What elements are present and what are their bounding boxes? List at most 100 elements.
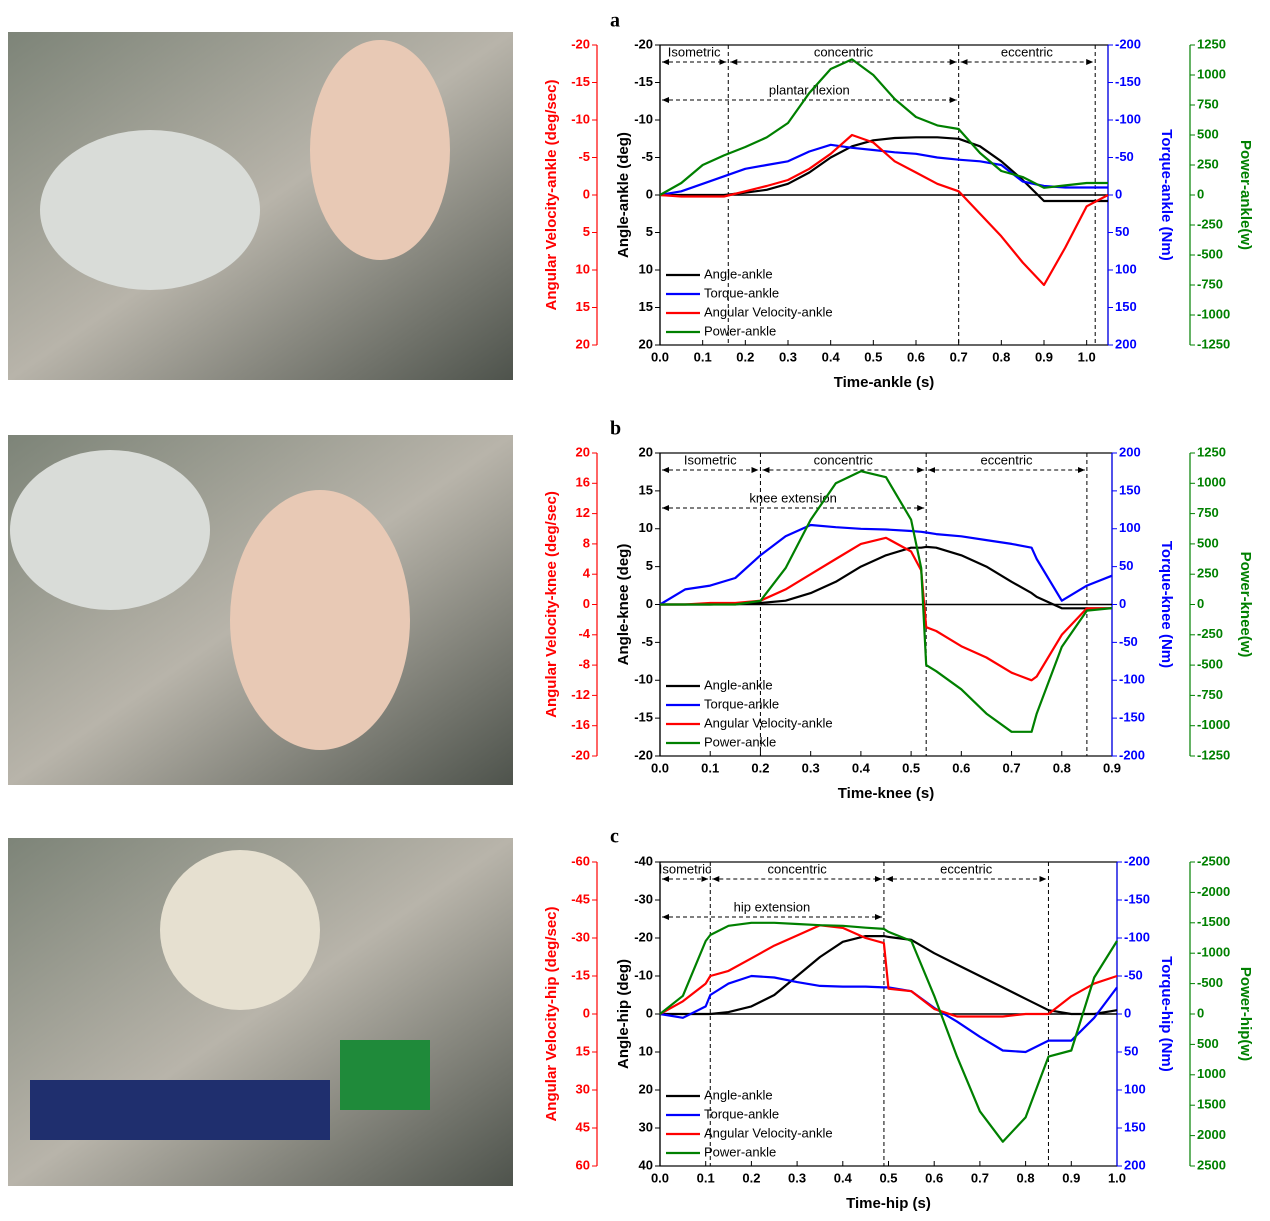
- y-tick-label: 0: [1115, 186, 1122, 201]
- y-tick-label: 0: [1124, 1005, 1131, 1020]
- x-axis-title: Time-hip (s): [846, 1195, 931, 1212]
- y-tick-label: -10: [634, 967, 653, 982]
- y-tick-label: 1250: [1197, 444, 1226, 459]
- y-tick-label: 2500: [1197, 1157, 1226, 1172]
- y-tick-label: -10: [571, 111, 590, 126]
- y-tick-label: 20: [576, 336, 590, 351]
- legend-label: Angle-ankle: [704, 1087, 773, 1102]
- x-tick-label: 0.8: [1017, 1170, 1035, 1185]
- x-tick-label: 0.5: [902, 760, 920, 775]
- x-tick-label: 0.3: [779, 349, 797, 364]
- x-tick-label: 0.0: [651, 349, 669, 364]
- y-axis-title: Torque-ankle (Nm): [1158, 129, 1175, 260]
- y-tick-label: 1000: [1197, 66, 1226, 81]
- y-tick-label: 1000: [1197, 475, 1226, 490]
- y-tick-label: -4: [578, 626, 590, 641]
- y-tick-label: -20: [571, 36, 590, 51]
- y-tick-label: -5: [641, 149, 653, 164]
- y-tick-label: -150: [1119, 710, 1145, 725]
- motion-label: knee extension: [749, 490, 836, 505]
- y-tick-label: 250: [1197, 156, 1219, 171]
- x-tick-label: 0.2: [736, 349, 754, 364]
- x-tick-label: 0.4: [822, 349, 841, 364]
- x-tick-label: 1.0: [1078, 349, 1096, 364]
- x-tick-label: 0.2: [751, 760, 769, 775]
- y-tick-label: 250: [1197, 566, 1219, 581]
- y-tick-label: -16: [571, 717, 590, 732]
- legend-label: Angle-ankle: [704, 266, 773, 281]
- y-tick-label: 750: [1197, 505, 1219, 520]
- x-tick-label: 0.3: [788, 1170, 806, 1185]
- y-axis-title: Angular Velocity-knee (deg/sec): [543, 491, 560, 718]
- phase-label: concentric: [767, 861, 827, 876]
- y-axis-title: Angular Velocity-ankle (deg/sec): [543, 80, 560, 311]
- x-tick-label: 0.7: [1003, 760, 1021, 775]
- phase-label: Isometric: [659, 861, 712, 876]
- x-tick-label: 0.6: [952, 760, 970, 775]
- y-tick-label: 0: [1119, 596, 1126, 611]
- y-tick-label: -500: [1197, 246, 1223, 261]
- y-tick-label: -1000: [1197, 717, 1230, 732]
- y-tick-label: 0: [1197, 1005, 1204, 1020]
- y-tick-label: -500: [1197, 975, 1223, 990]
- x-tick-label: 0.7: [950, 349, 968, 364]
- y-tick-label: 30: [639, 1119, 653, 1134]
- photo: [8, 435, 513, 785]
- y-tick-label: -30: [634, 891, 653, 906]
- y-tick-label: -1000: [1197, 306, 1230, 321]
- y-axis-title: Power-knee(w): [1237, 552, 1254, 658]
- y-axis-title: Angle-knee (deg): [615, 544, 632, 666]
- y-tick-label: 500: [1197, 535, 1219, 550]
- y-tick-label: -50: [1119, 634, 1138, 649]
- x-axis-title: Time-ankle (s): [834, 374, 935, 391]
- y-tick-label: 5: [646, 224, 653, 239]
- y-tick-label: 20: [639, 444, 653, 459]
- y-tick-label: -750: [1197, 687, 1223, 702]
- x-axis-title: Time-knee (s): [838, 785, 934, 802]
- y-tick-label: 2000: [1197, 1127, 1226, 1142]
- y-tick-label: -20: [571, 747, 590, 762]
- y-tick-label: 0: [583, 596, 590, 611]
- y-tick-label: -100: [1119, 672, 1145, 687]
- y-tick-label: -250: [1197, 626, 1223, 641]
- y-tick-label: 0: [583, 1005, 590, 1020]
- y-tick-label: 100: [1119, 520, 1141, 535]
- x-tick-label: 0.6: [907, 349, 925, 364]
- y-tick-label: -15: [634, 74, 653, 89]
- y-tick-label: 4: [583, 566, 591, 581]
- panel-label: b: [610, 418, 621, 440]
- legend-label: Angular Velocity-ankle: [704, 304, 833, 319]
- motion-label: plantar flexion: [769, 82, 850, 97]
- legend-label: Angular Velocity-ankle: [704, 715, 833, 730]
- x-tick-label: 0.3: [802, 760, 820, 775]
- y-tick-label: 60: [576, 1157, 590, 1172]
- y-tick-label: -60: [571, 853, 590, 868]
- y-tick-label: 100: [1124, 1081, 1146, 1096]
- y-tick-label: 40: [639, 1157, 653, 1172]
- y-tick-label: 200: [1115, 336, 1137, 351]
- y-axis-title: Torque-hip (Nm): [1158, 956, 1175, 1072]
- y-tick-label: 15: [576, 299, 590, 314]
- series-line: [660, 137, 1108, 201]
- y-tick-label: 1250: [1197, 36, 1226, 51]
- y-tick-label: 5: [646, 558, 653, 573]
- y-tick-label: 500: [1197, 1036, 1219, 1051]
- legend-label: Torque-ankle: [704, 285, 779, 300]
- legend-label: Angular Velocity-ankle: [704, 1125, 833, 1140]
- y-tick-label: 50: [1124, 1043, 1138, 1058]
- y-tick-label: -10: [634, 672, 653, 687]
- phase-label: Isometric: [668, 44, 721, 59]
- x-tick-label: 0.2: [742, 1170, 760, 1185]
- y-tick-label: -30: [571, 929, 590, 944]
- phase-label: concentric: [814, 44, 874, 59]
- y-tick-label: 20: [639, 1081, 653, 1096]
- x-tick-label: 0.9: [1035, 349, 1053, 364]
- y-tick-label: 100: [1115, 261, 1137, 276]
- phase-label: concentric: [814, 452, 874, 467]
- y-tick-label: 150: [1115, 299, 1137, 314]
- panel-label: c: [610, 826, 619, 848]
- y-tick-label: 12: [576, 505, 590, 520]
- y-tick-label: -15: [634, 710, 653, 725]
- x-tick-label: 0.1: [701, 760, 719, 775]
- series-line: [660, 538, 1112, 681]
